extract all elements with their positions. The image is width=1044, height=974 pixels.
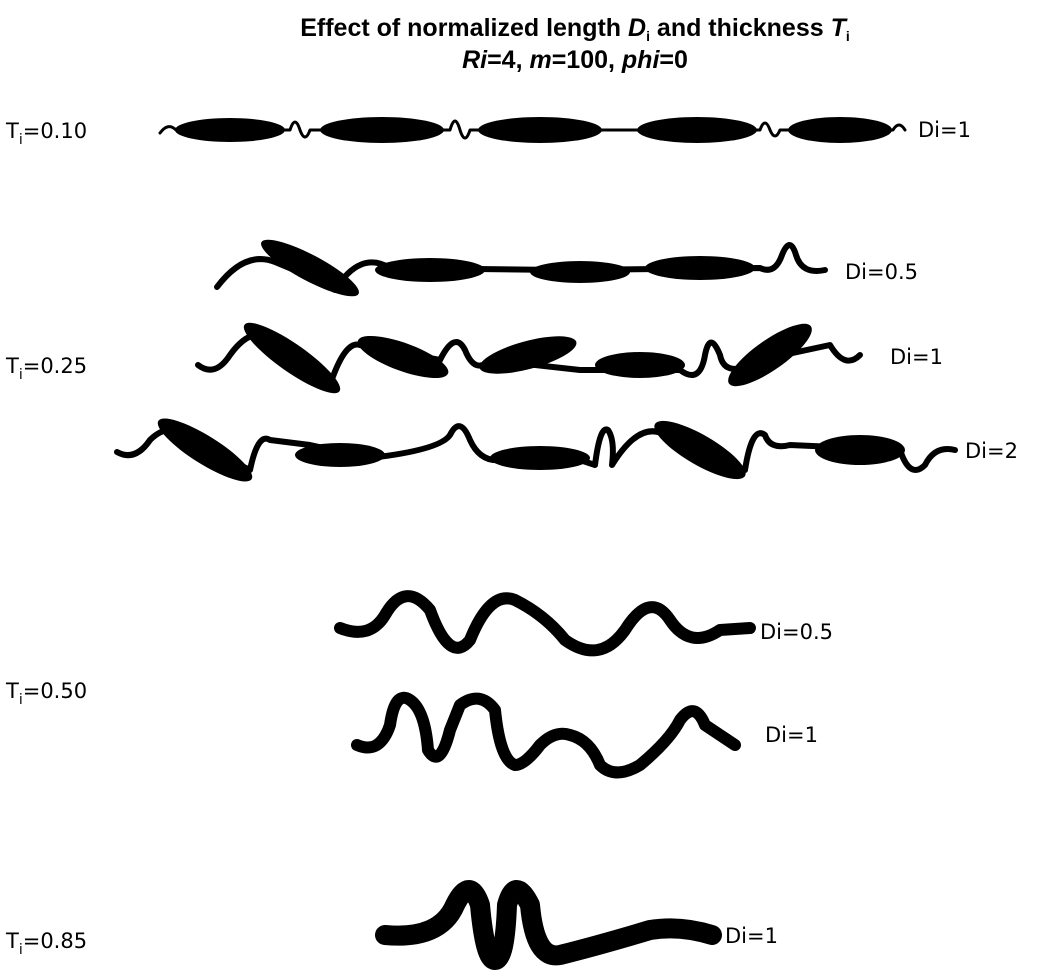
label-value: =0.25: [23, 354, 87, 378]
strand-shape: [114, 418, 958, 482]
lens: [728, 323, 812, 387]
param-name: Ri: [462, 46, 488, 74]
lens: [357, 335, 449, 379]
strand-shape: [375, 880, 722, 970]
title-text: and thickness: [650, 14, 831, 42]
label-symbol: T: [5, 354, 19, 378]
label-value: =0.50: [23, 679, 87, 703]
lens: [645, 256, 755, 280]
strand-labels: Di=1 Di=0.5 Di=1 Di=2 Di=0.5 Di=1 Di=1: [725, 118, 1018, 948]
strand-shape: [158, 117, 907, 143]
label-symbol: T: [5, 929, 19, 953]
row-label: Ti=0.10: [5, 119, 87, 148]
strand-label: Di=0.5: [760, 620, 833, 644]
lens: [320, 117, 444, 143]
label-value: =0.10: [23, 119, 87, 143]
strand-label: Di=0.5: [845, 260, 918, 284]
param-name: phi: [621, 46, 661, 74]
lens: [815, 435, 905, 465]
lens: [637, 117, 757, 143]
strand-label: Di=1: [890, 345, 943, 369]
strand-label: Di=1: [765, 723, 818, 747]
lens: [595, 352, 685, 378]
title-line-2: Ri=4, m=100, phi=0: [462, 46, 688, 74]
lens: [243, 322, 341, 394]
lens: [175, 118, 285, 142]
lens: [375, 258, 485, 282]
strand-label: Di=2: [965, 439, 1018, 463]
title-text: Effect of normalized length: [300, 14, 628, 42]
lens: [261, 239, 359, 297]
param-name: m: [529, 46, 551, 74]
label-subscript: i: [19, 692, 23, 708]
label-subscript: i: [19, 367, 23, 383]
strand-shape: [214, 239, 828, 297]
row-label: Ti=0.25: [5, 354, 87, 383]
title-symbol: T: [831, 14, 849, 42]
title-subscript: i: [646, 28, 650, 44]
row-label: Ti=0.85: [5, 929, 87, 958]
lens: [295, 443, 385, 467]
param-value: =0: [659, 46, 688, 74]
lens: [788, 117, 892, 143]
strand-path: [114, 423, 958, 473]
title-subscript: i: [846, 28, 850, 44]
strand-path: [158, 119, 907, 140]
lens: [157, 418, 253, 482]
lens: [490, 446, 590, 470]
lens: [479, 336, 577, 374]
lens: [478, 117, 602, 143]
strand-shape: [195, 322, 863, 394]
lens: [530, 261, 630, 283]
strand-shape: [334, 590, 756, 657]
label-subscript: i: [19, 942, 23, 958]
strand-shape: [351, 691, 741, 779]
label-subscript: i: [19, 132, 23, 148]
strand-label: Di=1: [918, 118, 971, 142]
label-value: =0.85: [23, 929, 87, 953]
param-value: =100,: [552, 46, 622, 74]
row-label: Ti=0.50: [5, 679, 87, 708]
lens: [654, 420, 746, 480]
row-labels: Ti=0.10 Ti=0.25 Ti=0.50 Ti=0.85: [5, 119, 87, 958]
title-line-1: Effect of normalized length Di and thick…: [300, 14, 850, 44]
strand-label: Di=1: [725, 924, 778, 948]
label-symbol: T: [5, 679, 19, 703]
label-symbol: T: [5, 119, 19, 143]
param-value: =4,: [487, 46, 529, 74]
title-symbol: D: [628, 14, 646, 42]
